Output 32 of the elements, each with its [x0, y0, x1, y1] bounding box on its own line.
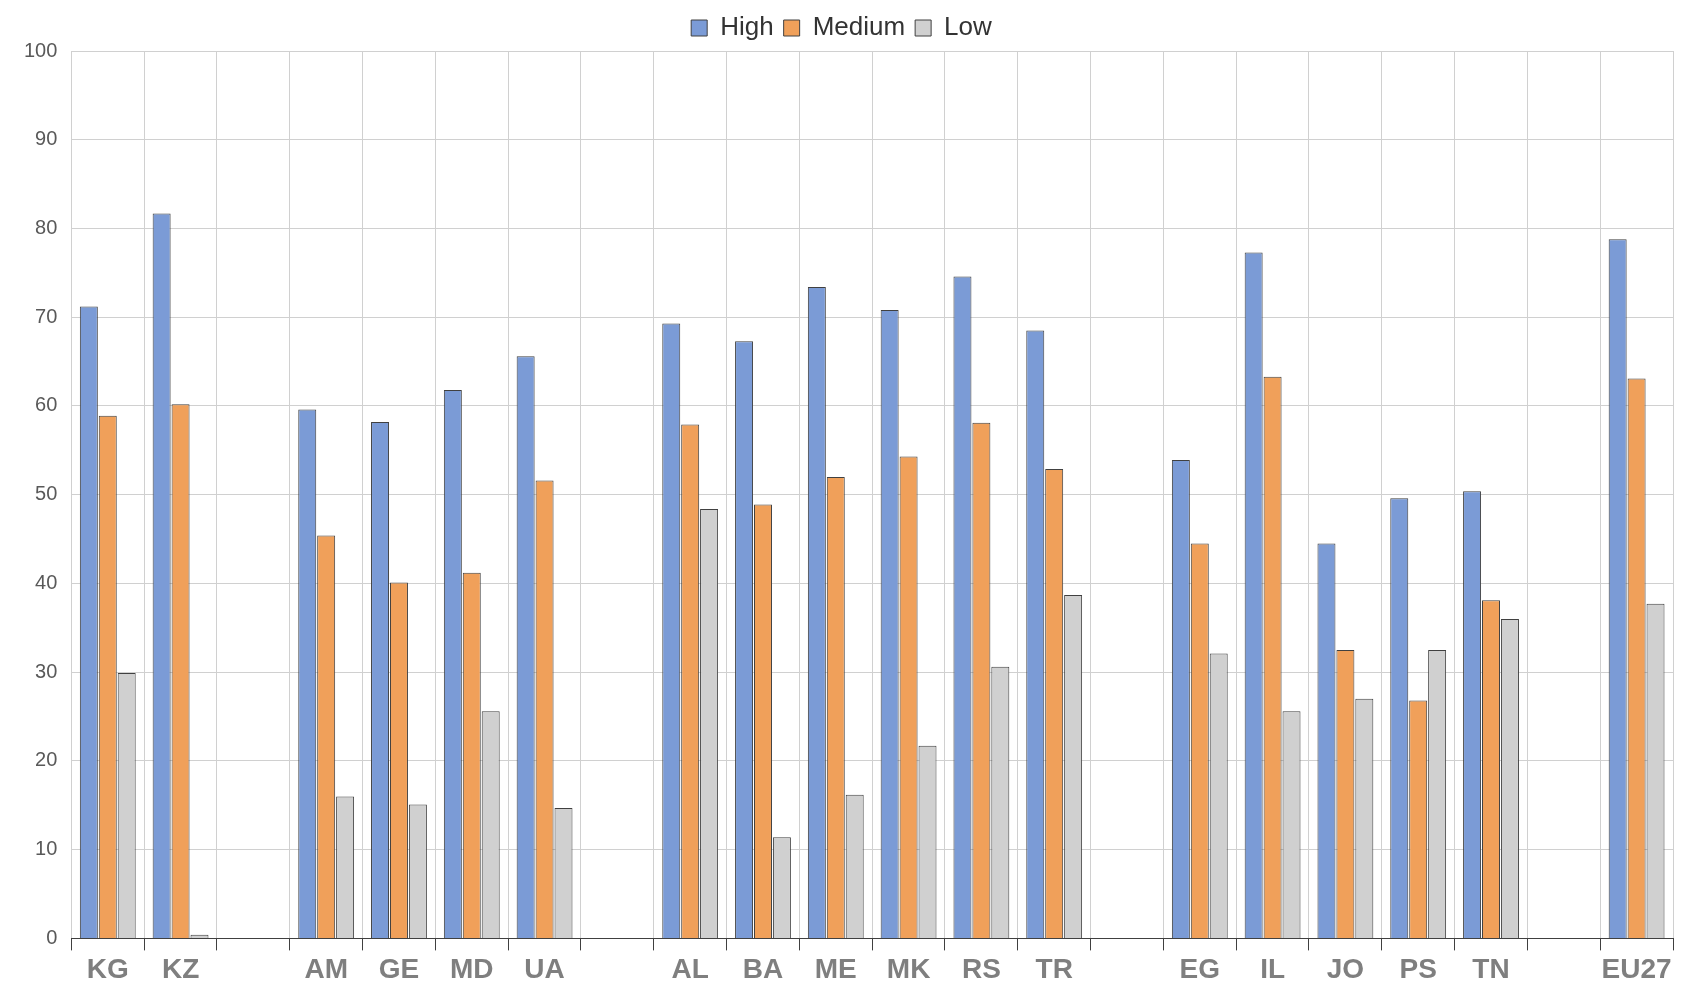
x-tick-label: PS: [1399, 952, 1437, 984]
x-tick-label: GE: [378, 952, 420, 984]
x-tick-label: EU27: [1601, 952, 1672, 984]
y-tick-label: 10: [35, 837, 58, 860]
x-tick-label: BA: [742, 952, 784, 984]
legend-label: Medium: [812, 11, 906, 42]
legend-label: Low: [944, 11, 993, 42]
x-tick-label: TN: [1472, 952, 1510, 984]
x-tick-label: MK: [886, 952, 931, 984]
x-tick-label: TR: [1035, 952, 1073, 984]
legend-label: High: [720, 11, 774, 42]
x-tick-label: EG: [1179, 952, 1221, 984]
y-tick-label: 100: [23, 38, 58, 61]
x-tick-label: IL: [1260, 952, 1286, 984]
x-tick-label: ME: [814, 952, 857, 984]
x-tick-label: AL: [671, 952, 709, 984]
y-tick-label: 80: [35, 216, 58, 238]
y-tick-label: 70: [35, 304, 58, 327]
x-tick-label: RS: [961, 952, 1001, 984]
y-tick-label: 40: [35, 570, 58, 593]
y-tick-label: 50: [35, 482, 58, 505]
y-tick-label: 20: [35, 748, 58, 771]
y-tick-label: 90: [35, 127, 58, 150]
x-tick-label: KG: [86, 952, 129, 984]
x-tick-label: UA: [524, 952, 565, 984]
y-tick-label: 0: [46, 925, 58, 948]
y-tick-label: 60: [35, 393, 58, 416]
x-tick-label: JO: [1326, 952, 1365, 984]
y-tick-label: 30: [35, 659, 58, 682]
x-tick-label: AM: [304, 952, 348, 984]
x-tick-label: KZ: [161, 952, 200, 984]
x-tick-label: MD: [450, 952, 494, 984]
